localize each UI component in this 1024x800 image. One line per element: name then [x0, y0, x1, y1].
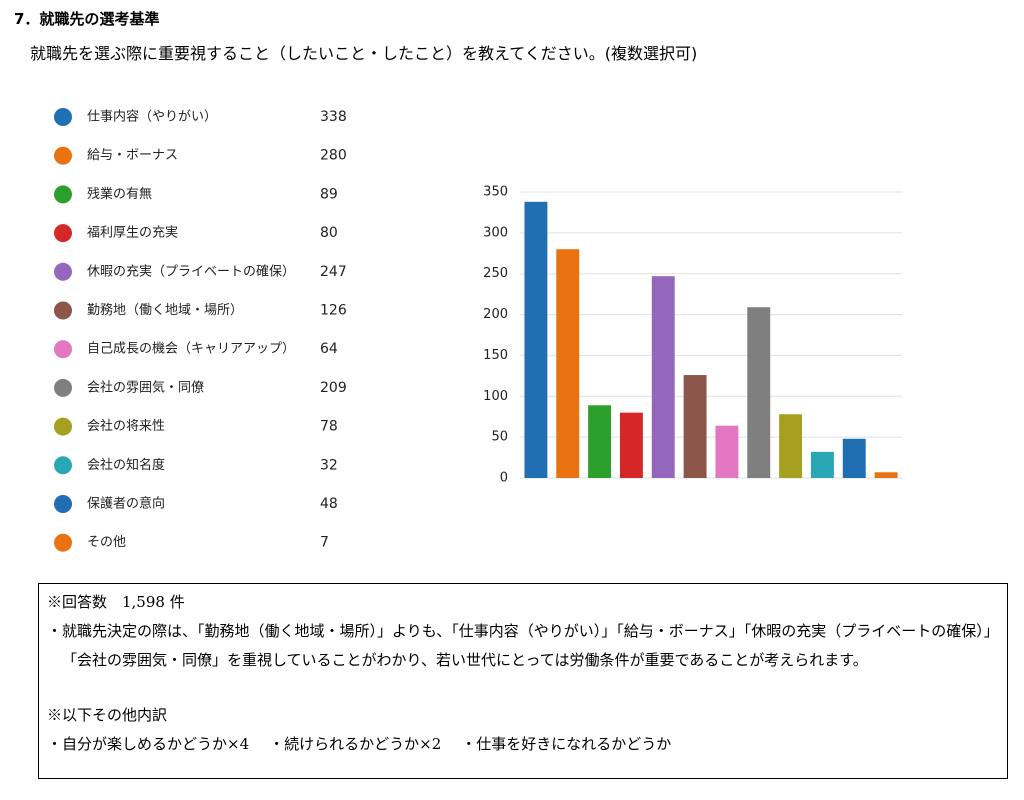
legend-value: 280 — [320, 148, 347, 164]
legend-dot — [54, 378, 72, 397]
heading: 7．就職先の選考基準 — [14, 10, 160, 28]
bar — [715, 425, 739, 478]
legend-label: 仕事内容（やりがい） — [87, 109, 217, 125]
legend-dot — [54, 301, 72, 320]
legend-label: 勤務地（働く地域・場所） — [87, 303, 243, 318]
other-items: ・自分が楽しめるかどうか×4 ・続けられるかどうか×2 ・仕事を好きになれるかどうか — [47, 730, 999, 759]
bar — [556, 249, 580, 478]
legend-dot — [54, 262, 72, 281]
bar — [588, 405, 612, 478]
y-tick-label: 200 — [483, 307, 508, 322]
legend-dot — [54, 340, 72, 359]
y-tick-label: 300 — [483, 225, 508, 240]
y-tick-label: 350 — [483, 185, 508, 200]
other-heading: ※以下その他内訳 — [47, 706, 168, 724]
legend-label: 保護者の意向 — [87, 496, 165, 512]
legend-dot — [54, 533, 72, 552]
bar — [747, 307, 771, 478]
other-item: ・自分が楽しめるかどうか×4 — [47, 735, 250, 753]
summary: ・就職先決定の際は、「勤務地（働く地域・場所）」よりも、「仕事内容（やりがい）」… — [47, 622, 999, 669]
legend-label: 福利厚生の充実 — [87, 225, 178, 241]
legend-dot — [54, 146, 72, 165]
legend-dot — [54, 417, 72, 436]
other-item: ・仕事を好きになれるかどうか — [461, 735, 672, 753]
legend-value: 338 — [320, 109, 347, 125]
legend-dot — [54, 495, 72, 513]
question: 就職先を選ぶ際に重要視すること（したいこと・したこと）を教えてください。(複数選… — [30, 44, 698, 63]
legend-value: 48 — [320, 496, 338, 512]
legend-label: 会社の雰囲気・同僚 — [87, 379, 204, 395]
legend-value: 64 — [320, 341, 338, 357]
bar — [810, 451, 834, 478]
bar — [619, 412, 643, 478]
y-tick-label: 150 — [483, 348, 508, 363]
legend-label: 給与・ボーナス — [87, 148, 178, 163]
bar — [779, 414, 803, 478]
legend-value: 209 — [320, 380, 347, 396]
bar — [651, 276, 675, 478]
legend-label: 会社の知名度 — [87, 457, 165, 473]
legend-value: 7 — [320, 535, 329, 551]
y-tick-label: 0 — [500, 471, 508, 486]
legend-value: 78 — [320, 419, 338, 435]
bar — [874, 472, 898, 478]
bar — [683, 375, 707, 478]
legend-value: 32 — [320, 457, 338, 473]
bar — [524, 201, 548, 478]
notes-box: ※回答数 1,598 件 ・就職先決定の際は、「勤務地（働く地域・場所）」よりも… — [38, 583, 1008, 779]
legend-dot — [54, 185, 72, 204]
legend-label: 会社の将来性 — [87, 418, 165, 434]
legend-value: 126 — [320, 303, 347, 319]
legend-label: 自己成長の機会（キャリアアップ） — [87, 342, 295, 357]
legend-dot — [54, 456, 72, 475]
legend-label: 休暇の充実（プライベートの確保） — [87, 263, 295, 279]
y-tick-label: 50 — [491, 430, 508, 445]
legend-dot — [54, 108, 72, 126]
legend-label: 残業の有無 — [87, 186, 152, 202]
legend-value: 247 — [320, 264, 347, 280]
legend-value: 80 — [320, 225, 338, 241]
legend-dot — [54, 224, 72, 243]
count: ※回答数 1,598 件 — [47, 593, 185, 611]
chart: 0 50 100 150 200 250 300 350 仕事内容（やりがい） 338 給与・ボーナ… — [54, 108, 902, 552]
y-tick-label: 250 — [483, 266, 508, 281]
legend-value: 89 — [320, 186, 338, 202]
bar — [842, 438, 866, 478]
legend-label: その他 — [87, 535, 126, 550]
other-item: ・続けられるかどうか×2 — [269, 735, 442, 753]
y-tick-label: 100 — [483, 389, 508, 404]
